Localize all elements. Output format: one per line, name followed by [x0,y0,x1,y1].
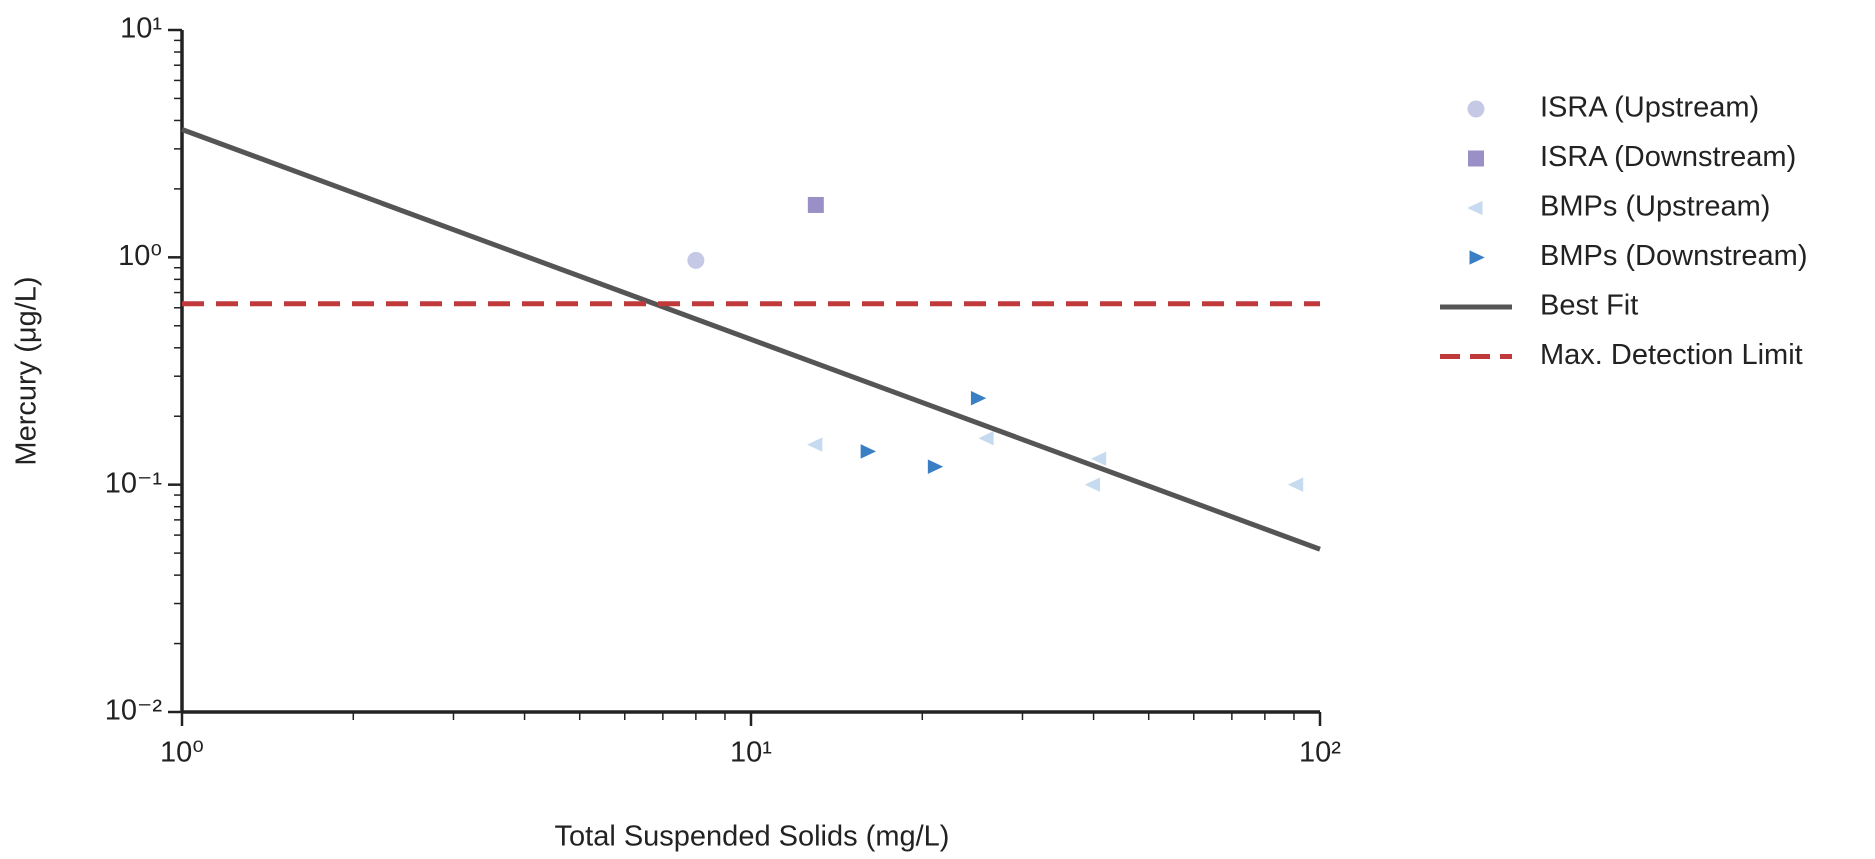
marker [1082,475,1102,494]
marker [807,196,824,213]
legend-swatch [1467,100,1485,118]
y-axis-label: Mercury (μg/L) [11,276,43,465]
y-tick-label: 10⁻¹ [105,467,163,499]
y-tick-label: 10⁰ [118,240,162,272]
legend-label: Best Fit [1540,290,1638,322]
line [181,127,1321,552]
x-tick-label: 10² [1299,737,1341,769]
legend-label: ISRA (Downstream) [1540,141,1796,173]
marker [804,435,824,454]
marker [969,389,989,408]
legend-label: BMPs (Upstream) [1540,191,1770,223]
legend-swatch [1468,150,1484,167]
x-tick-label: 10⁰ [160,737,204,769]
marker [687,251,705,269]
legend-label: Max. Detection Limit [1540,339,1803,371]
marker [859,442,879,461]
y-tick-label: 10⁻² [105,695,163,727]
legend-label: ISRA (Upstream) [1540,92,1759,124]
y-tick-label: 10¹ [120,13,162,45]
legend-swatch [1464,199,1484,217]
marker [926,457,946,476]
marker [975,429,995,448]
legend-label: BMPs (Downstream) [1540,240,1808,272]
legend-swatch [1468,248,1488,267]
marker [1088,449,1108,468]
x-tick-label: 10¹ [730,737,772,769]
marker [1285,475,1305,494]
x-axis-label: Total Suspended Solids (mg/L) [555,821,950,853]
